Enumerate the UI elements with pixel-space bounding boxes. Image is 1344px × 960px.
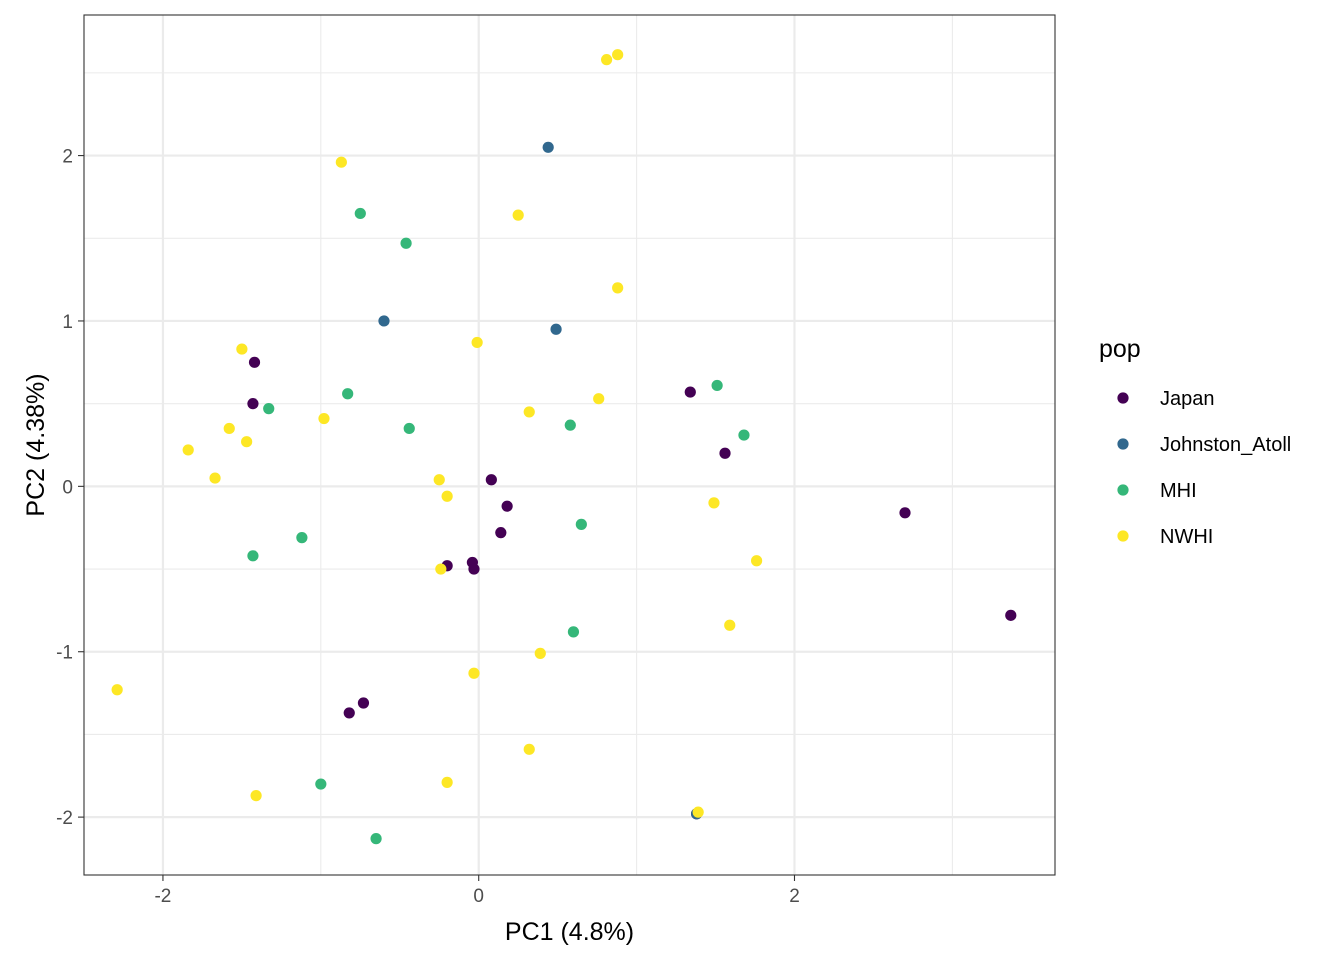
data-point-japan — [485, 474, 497, 486]
legend-label-japan: Japan — [1160, 388, 1215, 410]
panel-background — [84, 15, 1055, 875]
y-tick-label: 1 — [62, 312, 73, 333]
y-tick-label: -1 — [56, 643, 73, 664]
data-point-mhi — [315, 778, 327, 790]
data-point-japan — [501, 500, 513, 512]
data-point-japan — [343, 707, 355, 719]
data-point-nwhi — [250, 790, 262, 802]
data-point-mhi — [370, 833, 382, 845]
legend-label-nwhi: NWHI — [1160, 526, 1213, 548]
data-point-nwhi — [512, 209, 524, 221]
axes: -2 0 2 -2 -1 0 1 2 — [56, 147, 800, 907]
data-points — [111, 49, 1017, 845]
data-point-mhi — [567, 626, 580, 638]
panel-border — [83, 14, 1056, 876]
data-point-mhi — [263, 403, 275, 415]
data-point-nwhi — [441, 776, 453, 788]
data-point-johnston-atoll — [542, 141, 554, 153]
data-point-nwhi — [724, 619, 736, 631]
data-point-japan — [495, 527, 507, 539]
legend-key-johnston-atoll — [1117, 438, 1129, 450]
data-point-johnston-atoll — [378, 315, 390, 327]
x-axis-title: PC1 (4.8%) — [505, 918, 634, 946]
x-tick-label: 2 — [789, 886, 800, 907]
legend: pop Japan Johnston_Atoll MHI NWHI — [1099, 335, 1291, 548]
data-point-japan — [1005, 609, 1017, 621]
data-point-mhi — [247, 550, 259, 562]
data-point-nwhi — [318, 412, 330, 425]
data-point-nwhi — [471, 336, 483, 349]
data-point-nwhi — [612, 282, 624, 294]
data-point-nwhi — [435, 563, 447, 575]
data-point-mhi — [575, 518, 587, 530]
data-point-nwhi — [241, 436, 253, 448]
data-point-japan — [357, 697, 370, 709]
legend-key-japan — [1117, 392, 1129, 404]
data-point-nwhi — [601, 54, 613, 66]
data-point-mhi — [342, 388, 354, 400]
data-point-mhi — [296, 532, 308, 544]
x-tick-label: 0 — [473, 886, 484, 907]
plot-panel — [84, 15, 1055, 875]
data-point-nwhi — [523, 406, 535, 418]
legend-key-nwhi — [1117, 530, 1129, 542]
data-point-nwhi — [209, 472, 221, 484]
x-tick-label: -2 — [154, 886, 171, 907]
data-point-nwhi — [468, 667, 480, 679]
y-axis-title: PC2 (4.38%) — [22, 373, 50, 516]
data-point-nwhi — [223, 422, 235, 435]
data-point-nwhi — [335, 156, 347, 168]
y-tick-label: 0 — [62, 477, 73, 498]
data-point-nwhi — [441, 490, 453, 502]
legend-label-mhi: MHI — [1160, 480, 1197, 502]
data-point-japan — [468, 563, 480, 575]
data-point-nwhi — [433, 474, 445, 486]
data-point-nwhi — [236, 343, 248, 355]
y-tick-label: 2 — [62, 147, 73, 168]
data-point-japan — [248, 356, 261, 368]
data-point-nwhi — [612, 49, 624, 61]
data-point-nwhi — [750, 555, 763, 567]
data-point-mhi — [403, 422, 415, 435]
data-point-nwhi — [593, 393, 605, 405]
data-point-nwhi — [534, 647, 546, 659]
legend-title: pop — [1099, 335, 1141, 363]
data-point-nwhi — [523, 743, 535, 755]
data-point-nwhi — [182, 444, 194, 456]
data-point-mhi — [400, 237, 412, 249]
data-point-nwhi — [692, 806, 704, 818]
data-point-johnston-atoll — [550, 323, 562, 335]
data-point-mhi — [711, 379, 723, 392]
data-point-japan — [684, 386, 696, 398]
data-point-mhi — [564, 419, 576, 431]
legend-key-mhi — [1117, 484, 1129, 496]
gridlines — [84, 15, 1055, 875]
data-point-mhi — [738, 429, 750, 441]
data-point-nwhi — [708, 497, 720, 509]
y-tick-label: -2 — [56, 808, 73, 829]
data-point-japan — [247, 398, 259, 410]
legend-label-johnston-atoll: Johnston_Atoll — [1160, 434, 1291, 456]
data-point-japan — [899, 507, 911, 519]
data-point-nwhi — [111, 684, 123, 696]
data-point-mhi — [354, 207, 366, 220]
data-point-japan — [719, 447, 731, 459]
